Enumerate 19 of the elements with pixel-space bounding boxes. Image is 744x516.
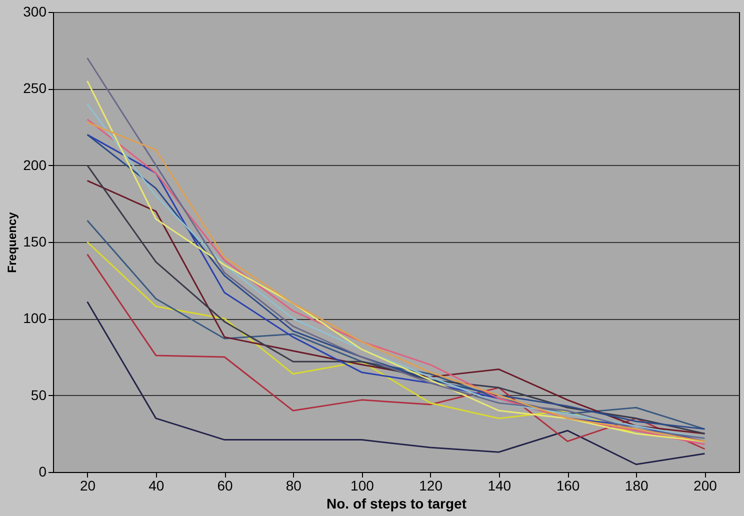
y-tick-label: 300 xyxy=(23,4,47,20)
y-tick-label: 0 xyxy=(38,464,47,480)
x-tick-label: 60 xyxy=(217,478,233,494)
x-tick-label: 20 xyxy=(80,478,96,494)
x-tick-label: 160 xyxy=(556,478,580,494)
y-axis-title: Frequency xyxy=(5,212,20,273)
x-tick-label: 120 xyxy=(419,478,443,494)
x-axis-title: No. of steps to target xyxy=(326,496,467,512)
x-tick-label: 140 xyxy=(488,478,512,494)
y-tick-label: 250 xyxy=(23,80,47,96)
y-tick-label: 200 xyxy=(23,156,47,173)
y-tick-label: 50 xyxy=(30,386,47,403)
x-tick-label: 200 xyxy=(694,478,718,494)
x-tick-label: 80 xyxy=(286,478,302,494)
x-tick-label: 40 xyxy=(148,478,164,494)
y-tick-label: 150 xyxy=(23,234,47,250)
x-tick-label: 180 xyxy=(624,478,648,494)
x-tick-label: 100 xyxy=(350,478,374,494)
y-tick-label: 100 xyxy=(23,310,47,326)
